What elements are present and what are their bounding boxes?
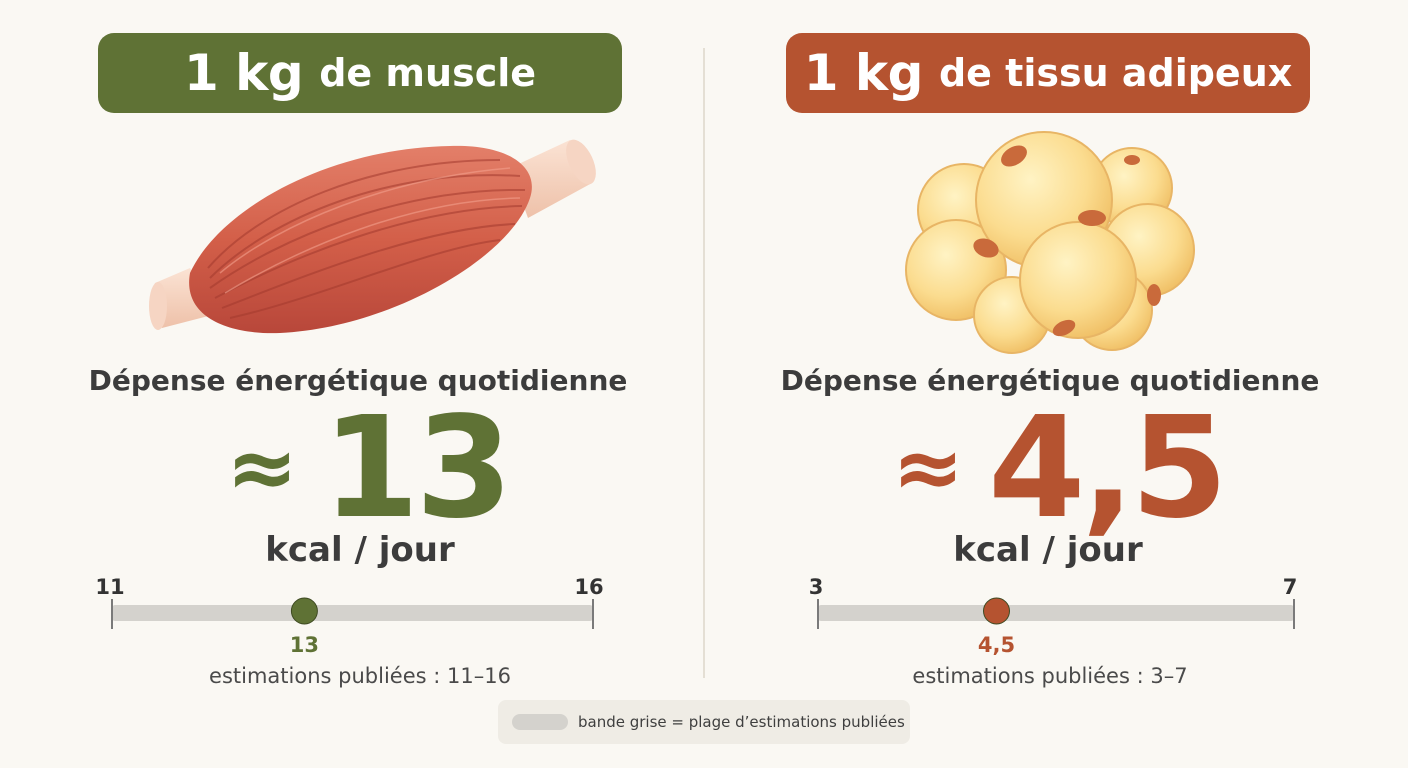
- range-point-marker: [290, 597, 318, 625]
- legend-swatch: [512, 714, 568, 730]
- muscle-title-badge: 1 kg de muscle: [98, 33, 622, 113]
- range-point-label: 13: [290, 633, 319, 657]
- range-max-label: 7: [1283, 575, 1298, 599]
- muscle-metric-label: Dépense énergétique quotidienne: [88, 364, 628, 397]
- fat-title-text: de tissu adipeux: [938, 51, 1293, 95]
- muscle-title-weight: 1 kg: [183, 44, 304, 102]
- fat-cells-icon: [905, 131, 1195, 354]
- range-band: [818, 605, 1294, 621]
- muscle-value-number: 13: [322, 386, 513, 550]
- muscle-value: ≈ 13: [226, 387, 513, 550]
- fat-title-weight: 1 kg: [803, 44, 924, 102]
- fat-unit: kcal / jour: [953, 530, 1143, 570]
- fat-panel: 1 kg de tissu adipeux: [704, 0, 1408, 768]
- panel-divider: [703, 48, 705, 678]
- legend: bande grise = plage d’estimations publié…: [498, 700, 910, 744]
- fat-range-note: estimations publiées : 3–7: [912, 664, 1188, 688]
- fat-value-number: 4,5: [988, 386, 1228, 550]
- muscle-title-text: de muscle: [319, 51, 537, 95]
- muscle-icon: [149, 139, 596, 334]
- approx-symbol: ≈: [892, 418, 965, 518]
- range-point-marker: [983, 597, 1010, 625]
- range-min-label: 3: [809, 575, 824, 599]
- approx-symbol: ≈: [226, 418, 299, 518]
- fat-range-scale: 3 74,5: [809, 575, 1298, 657]
- fat-title-badge: 1 kg de tissu adipeux: [786, 33, 1310, 113]
- range-band: [112, 605, 593, 621]
- range-max-label: 16: [574, 575, 603, 599]
- range-min-label: 11: [95, 575, 124, 599]
- legend-text: bande grise = plage d’estimations publié…: [578, 713, 905, 731]
- fat-value: ≈ 4,5: [892, 387, 1228, 550]
- muscle-range-scale: 11 16 13: [95, 575, 603, 657]
- range-point-label: 4,5: [978, 633, 1015, 657]
- muscle-range-note: estimations publiées : 11–16: [209, 664, 511, 688]
- fat-metric-label: Dépense énergétique quotidienne: [780, 364, 1320, 397]
- muscle-unit: kcal / jour: [265, 530, 455, 570]
- muscle-panel: 1 kg de muscle: [89, 33, 627, 688]
